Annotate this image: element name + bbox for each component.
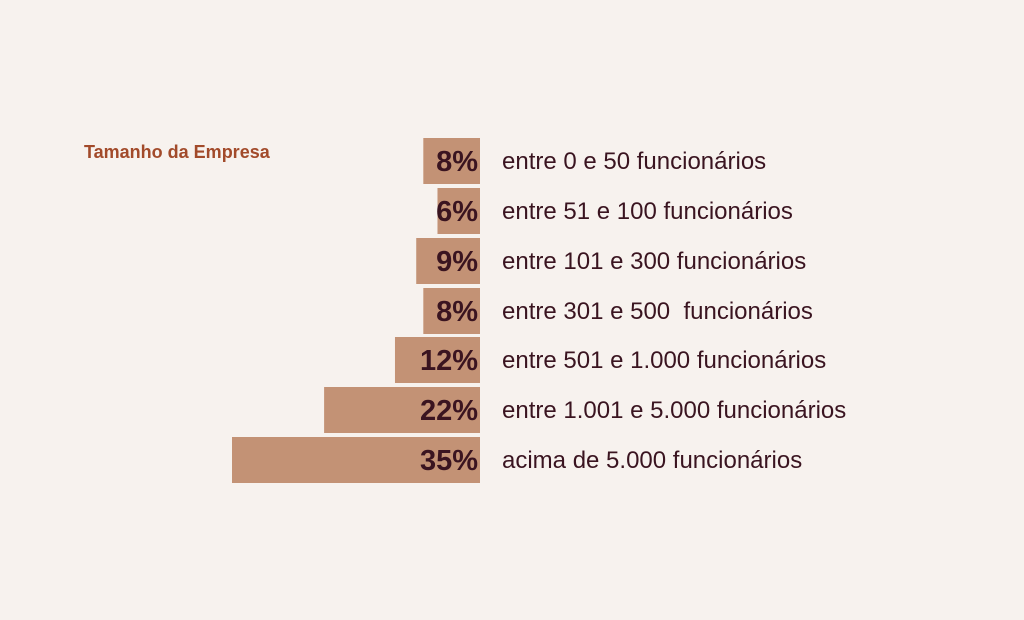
bar-value-label: 35% — [420, 445, 478, 477]
bar — [394, 337, 480, 383]
bar — [437, 188, 480, 234]
category-label: entre 0 e 50 funcionários — [502, 148, 766, 175]
bar — [423, 288, 480, 334]
bar — [324, 387, 480, 433]
bar-value-label: 8% — [436, 146, 478, 178]
bar — [416, 238, 480, 284]
bar-value-label: 9% — [436, 246, 478, 278]
category-label: entre 51 e 100 funcionários — [502, 198, 793, 225]
category-label: entre 501 e 1.000 funcionários — [502, 347, 826, 374]
bar — [232, 437, 480, 483]
category-label: acima de 5.000 funcionários — [502, 447, 802, 474]
bar-value-label: 8% — [436, 296, 478, 328]
category-label: entre 101 e 300 funcionários — [502, 248, 806, 275]
category-label: entre 301 e 500 funcionários — [502, 298, 813, 325]
bar-value-label: 12% — [420, 345, 478, 377]
bar — [423, 138, 480, 184]
bar-value-label: 6% — [436, 196, 478, 228]
bar-value-label: 22% — [420, 395, 478, 427]
category-label: entre 1.001 e 5.000 funcionários — [502, 397, 846, 424]
chart-title: Tamanho da Empresa — [84, 142, 270, 162]
